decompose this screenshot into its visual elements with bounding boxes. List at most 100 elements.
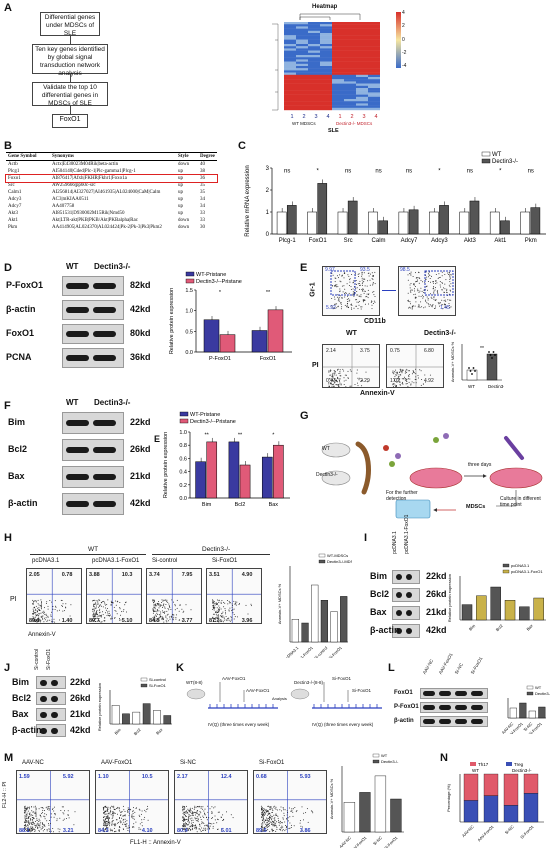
flow-event: [419, 290, 421, 292]
x-tick-label: Pkm: [525, 238, 537, 244]
flow-event: [132, 813, 134, 814]
flow-event: [231, 610, 233, 611]
flow-event: [226, 620, 228, 622]
flow-event: [156, 612, 158, 614]
flow-event: [153, 615, 155, 617]
protein-band: [439, 705, 451, 710]
table-cell: Actb: [8, 162, 18, 167]
flow-event: [51, 809, 53, 810]
table-row: Plcg1 AI504140|Cded|Plc-1|Plc-gamma1|Plcg…: [6, 168, 217, 175]
flow-event: [106, 604, 108, 605]
table-cell: AI504140|Cded|Plc-1|Plc-gamma1|Plcg-1: [52, 169, 136, 174]
flow-event: [272, 808, 274, 810]
flow-event: [261, 826, 263, 828]
x-tick-label: WT: [468, 384, 475, 389]
flow-event: [193, 814, 194, 816]
flow-event: [158, 601, 160, 602]
flow-event: [349, 385, 351, 387]
flow-event: [41, 615, 43, 617]
flow-event: [371, 278, 373, 280]
flow-event: [358, 304, 360, 306]
bar-th17: [463, 773, 479, 801]
heatmap-cell: [368, 57, 380, 60]
flow-event: [227, 618, 229, 620]
flow-event: [99, 605, 101, 607]
flow-event: [330, 369, 332, 371]
bar: [486, 353, 498, 381]
flow-event: [414, 378, 416, 380]
flow-event: [434, 289, 436, 291]
flow-event: [33, 811, 35, 813]
heatmap-cell: [320, 57, 332, 60]
heatmap-cell: [284, 59, 296, 62]
flow-event: [216, 613, 218, 615]
heatmap-cell: [368, 90, 380, 93]
flow-event: [334, 307, 336, 309]
panel-label-g: G: [300, 410, 309, 422]
flow-event: [339, 295, 341, 297]
flow-event: [47, 619, 49, 621]
flow-event: [185, 604, 187, 606]
heatmap-cell: [284, 61, 296, 64]
flow-event: [119, 820, 121, 822]
heatmap-cell: [284, 105, 296, 108]
flow-quadrant-value: 5.92: [326, 305, 336, 311]
heatmap-cell: [356, 22, 368, 25]
flow-event: [282, 817, 284, 819]
flow-event: [156, 615, 157, 617]
flow-event: [106, 827, 108, 829]
flow-event: [52, 807, 54, 809]
significance-label: **: [205, 433, 210, 439]
quadrant-value: 4.90: [242, 572, 253, 578]
flow-event: [228, 600, 230, 602]
heatmap-cell: [284, 79, 296, 82]
flow-event: [410, 291, 412, 293]
flow-event: [143, 818, 145, 820]
table-cell: 35: [200, 183, 205, 188]
legend-label: Si-control: [149, 677, 166, 682]
flow-event: [229, 620, 231, 622]
flow-event: [58, 609, 60, 611]
flow-event: [190, 810, 192, 812]
flow-event: [367, 280, 369, 282]
flow-event: [93, 610, 95, 612]
flow-event: [415, 368, 417, 370]
flow-event: [331, 374, 333, 376]
x-tick-label: Dectin3-/-: [488, 384, 504, 389]
y-tick-label: 0.4: [179, 470, 187, 476]
heatmap-cell: [296, 46, 308, 49]
heatmap-cell: [344, 85, 356, 89]
x-tick-label: Akt1: [494, 238, 507, 244]
flow-event: [368, 272, 370, 274]
flow-event: [95, 607, 97, 609]
flow-event: [395, 371, 397, 373]
flow-event: [95, 600, 97, 602]
flow-event: [152, 608, 154, 610]
heatmap-cell: [296, 103, 308, 106]
flow-event: [401, 372, 403, 374]
flow-event: [99, 608, 101, 610]
flow-event: [449, 277, 451, 279]
flow-event: [156, 605, 158, 607]
flow-event: [100, 616, 102, 618]
flow-event: [218, 614, 219, 616]
flow-event: [195, 820, 197, 822]
flow-event: [184, 811, 186, 813]
flow-event: [338, 385, 340, 387]
flow-event: [450, 274, 452, 276]
flow-event: [211, 806, 213, 808]
flow-event: [283, 812, 285, 814]
flow-event: [112, 813, 114, 815]
mouse-label: Dectin3-/-(8-8): [294, 680, 324, 685]
flow-event: [220, 603, 222, 604]
flow-event: [232, 612, 234, 614]
flow-event: [335, 285, 337, 287]
flow-event: [28, 823, 30, 825]
flow-plot: 1.59 5.92 88.1 3.21: [16, 770, 90, 834]
flow-event: [428, 305, 430, 307]
flow-event: [351, 294, 353, 296]
flow-event: [218, 600, 220, 602]
